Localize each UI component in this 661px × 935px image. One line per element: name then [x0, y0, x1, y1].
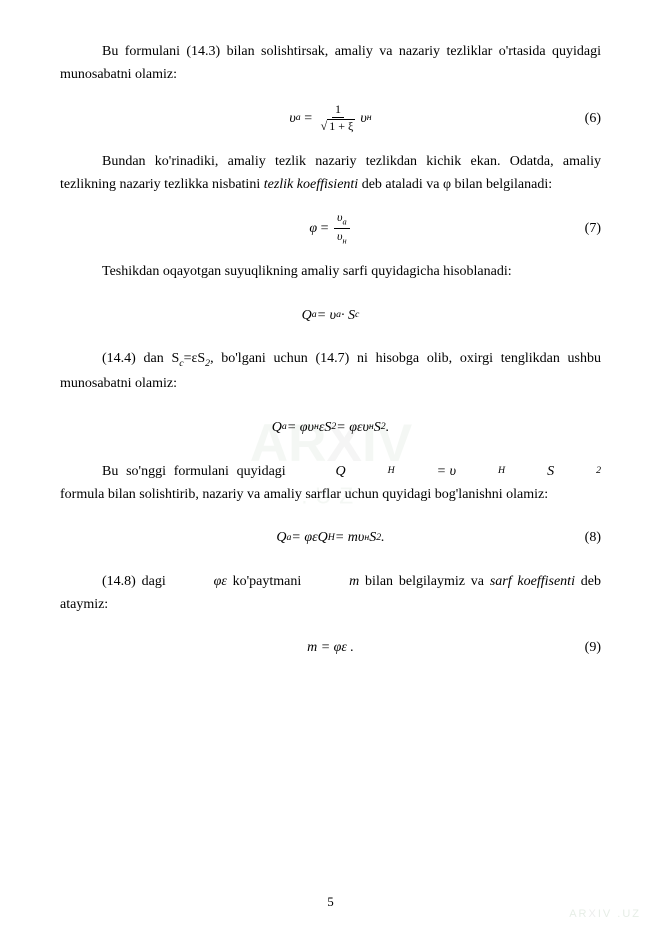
footer-logo: ARXIV .UZ [569, 908, 641, 920]
eq-number-9: (9) [585, 636, 601, 659]
eq-number-6: (6) [585, 107, 601, 130]
page-number: 5 [0, 894, 661, 910]
paragraph-2: Bundan ko'rinadiki, amaliy tezlik nazari… [60, 150, 601, 196]
eq-number-8: (8) [585, 526, 601, 549]
formula-9-row: m = φε . (9) [60, 630, 601, 666]
formula-phieps-inline: φε [172, 570, 227, 593]
formula-m-inline: m [307, 570, 359, 593]
page-content: Bu formulani (14.3) bilan solishtirsak, … [60, 40, 601, 666]
formula-6-row: υa = 1 1 + ξ υн (6) [60, 100, 601, 136]
paragraph-3: Teshikdan oqayotgan suyuqlikning amaliy … [60, 260, 601, 283]
formula-qa2-row: Qa = φυнεS2 = φευнS2 . [60, 410, 601, 446]
paragraph-4: (14.4) dan Sc=εS2, bo'lgani uchun (14.7)… [60, 347, 601, 395]
formula-7: φ = υa υн [309, 211, 351, 245]
formula-7-row: φ = υa υн (7) [60, 210, 601, 246]
eq-number-7: (7) [585, 217, 601, 240]
formula-qa-row: Qa = υa · Sc [60, 297, 601, 333]
formula-qa: Qa = υa · Sc [302, 304, 360, 327]
formula-8: Qa = φεQH = mυнS2 . [276, 526, 384, 549]
formula-qa2: Qa = φυнεS2 = φευнS2 . [272, 416, 389, 439]
formula-qh-inline: QH = υHS2 [293, 460, 601, 483]
paragraph-1: Bu formulani (14.3) bilan solishtirsak, … [60, 40, 601, 86]
formula-9: m = φε . [307, 636, 354, 659]
formula-8-row: Qa = φεQH = mυнS2 . (8) [60, 520, 601, 556]
paragraph-5: Bu so'nggi formulani quyidagi QH = υHS2 … [60, 460, 601, 506]
paragraph-6: (14.8) dagi φε ko'paytmani m bilan belgi… [60, 570, 601, 616]
formula-6: υa = 1 1 + ξ υн [289, 103, 371, 133]
